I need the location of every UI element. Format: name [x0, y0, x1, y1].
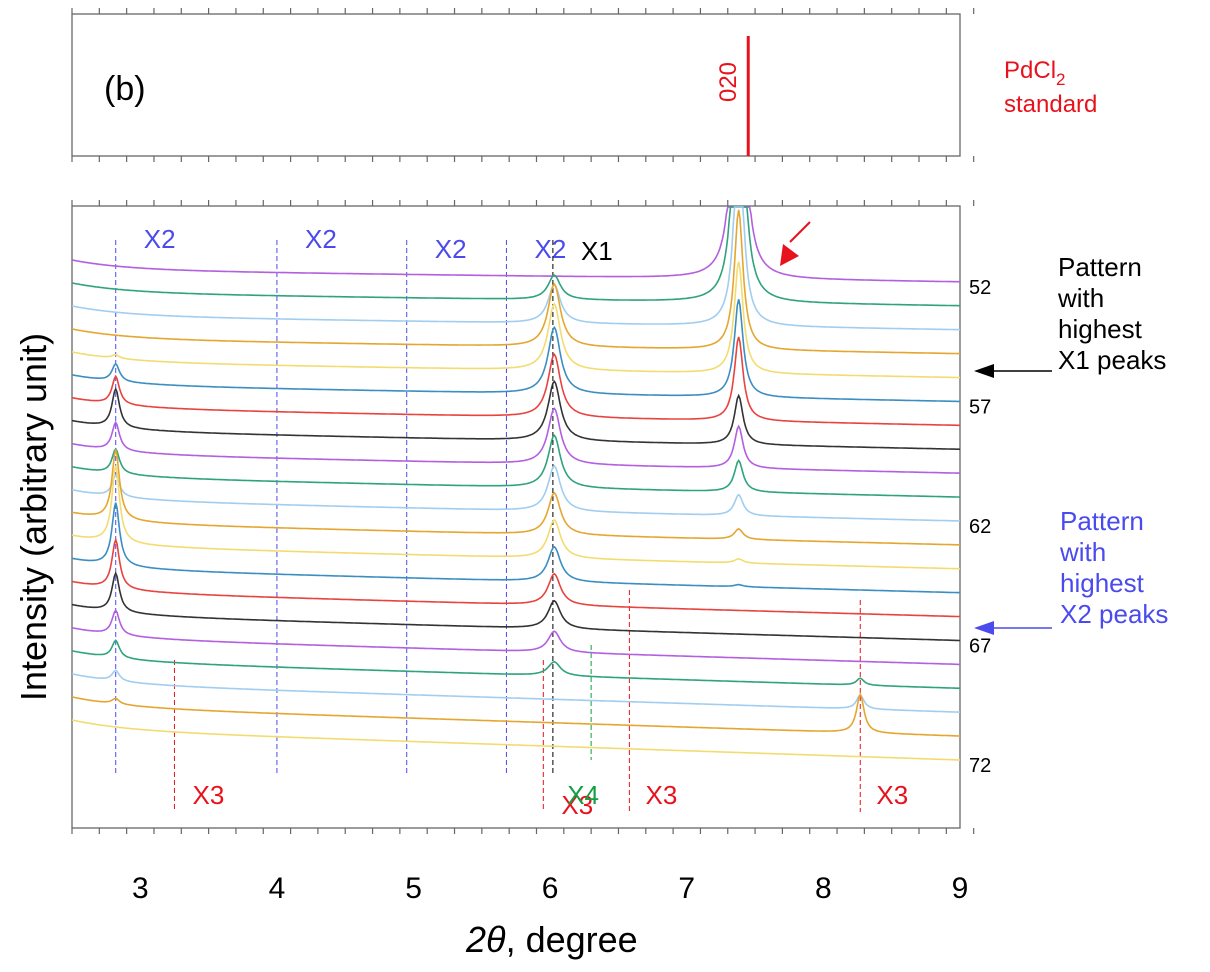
peak-marker-label: X3: [645, 780, 677, 810]
annotation-text-line: with: [1057, 283, 1104, 313]
pattern-curve: [71, 608, 960, 666]
pattern-curve: [71, 209, 960, 355]
peak-marker-label: X3: [561, 790, 593, 820]
peak-marker-label: X1: [581, 236, 613, 266]
pattern-curve: [71, 692, 960, 737]
x-tick-label: 7: [678, 872, 695, 905]
standard-label-line1: PdCl2: [1004, 57, 1066, 89]
pattern-number-label: 62: [969, 516, 991, 538]
pattern-curve: [71, 206, 961, 283]
annotation-text-line: X2 peaks: [1060, 599, 1168, 629]
annotation-text-line: highest: [1060, 568, 1145, 598]
x-tick-label: 3: [132, 872, 149, 905]
annotation-text-line: Pattern: [1060, 506, 1144, 536]
pattern-curve: [71, 465, 961, 570]
peak-marker-label: X2: [535, 234, 567, 264]
pattern-curve: [71, 434, 961, 498]
x-axis-title-symbol: 2θ: [465, 919, 506, 960]
pattern-number-label: 57: [969, 397, 991, 419]
standard-panel-frame: [71, 13, 961, 157]
annotation-text-line: highest: [1058, 314, 1143, 344]
pattern-curve: [71, 336, 960, 427]
annotation-text-line: X1 peaks: [1058, 345, 1166, 375]
plot-area-frame: [71, 205, 961, 829]
annotation-arrow-head: [974, 621, 994, 635]
pattern-curve: [71, 449, 961, 546]
pattern-curve: [71, 206, 961, 331]
panel-label: (b): [104, 70, 146, 108]
annotation-text-line: Pattern: [1058, 252, 1142, 282]
peak-marker-label: X4: [567, 780, 599, 810]
standard-lines: 020: [715, 36, 750, 156]
pattern-curve: [71, 571, 960, 642]
x-tick-label: 4: [269, 872, 286, 905]
x-axis-title-text: , degree: [506, 919, 638, 960]
x-tick-label: 6: [542, 872, 559, 905]
peak-marker-label: X3: [876, 780, 908, 810]
x-tick-label: 5: [405, 872, 422, 905]
peak-marker-label: X2: [435, 234, 467, 264]
pattern-curve: [71, 719, 960, 761]
peak-marker-label: X2: [144, 224, 176, 254]
pattern-number-label: 67: [969, 636, 991, 658]
diffraction-patterns: [71, 206, 961, 761]
pattern-curve: [71, 299, 960, 403]
red-arrow-head: [780, 244, 799, 266]
x-axis-title: 2θ, degree: [465, 919, 638, 960]
peak-marker-label: X3: [193, 780, 225, 810]
y-axis-title: Intensity (arbitrary unit): [13, 333, 54, 701]
standard-panel-ticks: [71, 8, 975, 162]
pattern-curve: [71, 669, 961, 713]
pattern-curve: [71, 502, 961, 594]
standard-hkl-label: 020: [715, 62, 742, 102]
pattern-curve: [71, 380, 961, 451]
x-axis-ticks: 3 4 5 6 7 8 9: [71, 200, 975, 905]
pattern-curve: [71, 261, 960, 379]
pattern-curve: [71, 206, 960, 307]
pattern-number-label: 72: [969, 755, 991, 777]
peak-marker-label: X2: [305, 224, 337, 254]
red-arrow-shaft: [789, 221, 811, 243]
x-tick-label: 9: [952, 872, 969, 905]
standard-formula-subscript: 2: [1056, 70, 1065, 89]
pattern-labels: 52 57 62 67 72: [969, 277, 991, 777]
standard-formula: PdCl: [1004, 57, 1056, 84]
standard-label-line2: standard: [1004, 91, 1097, 118]
pattern-curve: [71, 537, 961, 618]
pattern-curve: [71, 639, 961, 690]
annotation-text-line: with: [1059, 537, 1106, 567]
annotation-arrow-head: [974, 364, 994, 378]
pattern-number-label: 52: [969, 277, 991, 299]
x-tick-label: 8: [815, 872, 832, 905]
pattern-curve: [71, 464, 961, 522]
pattern-curve: [71, 407, 961, 474]
